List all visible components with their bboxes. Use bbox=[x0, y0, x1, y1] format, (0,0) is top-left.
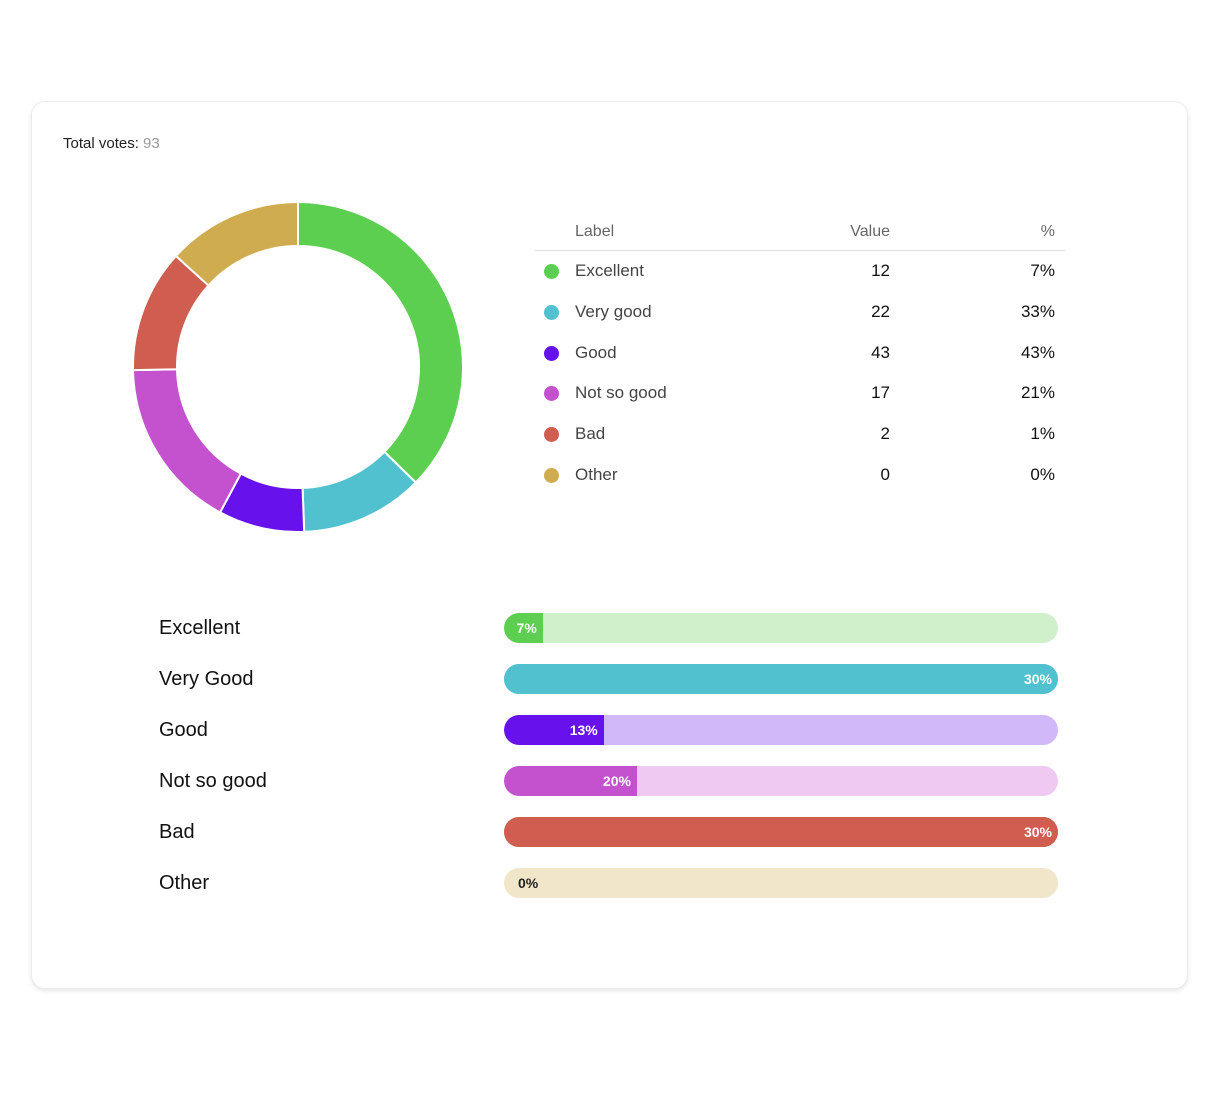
bar-fill: 13% bbox=[504, 715, 604, 745]
legend-row-very-good: Very good 22 33% bbox=[535, 292, 1065, 333]
bar-fill: 30% bbox=[504, 664, 1058, 694]
legend-row-other: Other 0 0% bbox=[535, 454, 1065, 495]
bar-row-excellent: Excellent 7% bbox=[32, 612, 1187, 644]
bar-row-very-good: Very Good 30% bbox=[32, 663, 1187, 695]
legend-label: Excellent bbox=[575, 261, 644, 281]
legend-value: 2 bbox=[880, 424, 890, 444]
legend-row-excellent: Excellent 12 7% bbox=[535, 251, 1065, 292]
donut-slice-not-so-good bbox=[132, 368, 243, 514]
legend-row-bad: Bad 2 1% bbox=[535, 414, 1065, 455]
legend-header-value: Value bbox=[770, 213, 890, 251]
bar-value-label: 0% bbox=[518, 875, 539, 891]
legend-header-label: Label bbox=[575, 213, 770, 251]
legend-dot bbox=[544, 345, 559, 361]
legend-dot bbox=[544, 264, 559, 280]
legend-label: Very good bbox=[575, 302, 652, 322]
total-votes: Total votes: 93 bbox=[63, 135, 160, 152]
bar-label: Other bbox=[159, 872, 210, 894]
legend-dot bbox=[544, 386, 559, 402]
bar-track: 7% bbox=[504, 613, 1058, 643]
poll-results-card: Total votes: 93 Label Value % Excellent 1… bbox=[31, 101, 1188, 989]
legend-percent: 0% bbox=[1030, 464, 1055, 484]
legend-dot bbox=[544, 427, 559, 443]
legend-value: 12 bbox=[871, 261, 890, 281]
legend-label: Not so good bbox=[575, 383, 667, 403]
bar-track: 20% bbox=[504, 766, 1058, 796]
bar-value-label: 30% bbox=[1023, 671, 1052, 687]
bar-track: 30% bbox=[504, 817, 1058, 847]
bar-value-label: 30% bbox=[1023, 824, 1052, 840]
donut-chart bbox=[132, 200, 464, 533]
legend-table: Label Value % Excellent 12 7% Very good 22 33… bbox=[535, 213, 1065, 495]
bar-row-bad: Bad 30% bbox=[32, 816, 1187, 848]
legend-label: Other bbox=[575, 464, 618, 484]
bar-row-good: Good 13% bbox=[32, 714, 1187, 746]
bar-track: 0% bbox=[504, 868, 1058, 898]
bar-label: Excellent bbox=[159, 617, 241, 639]
bar-value-label: 13% bbox=[569, 722, 598, 738]
legend-percent: 33% bbox=[1020, 302, 1055, 322]
legend-percent: 43% bbox=[1020, 342, 1055, 362]
total-votes-label: Total votes: bbox=[63, 135, 139, 152]
legend-value: 22 bbox=[871, 302, 890, 322]
bar-label: Very Good bbox=[159, 668, 254, 690]
bar-label: Not so good bbox=[159, 770, 267, 792]
legend-value: 43 bbox=[871, 342, 890, 362]
bar-fill: 20% bbox=[504, 766, 637, 796]
total-votes-value: 93 bbox=[143, 135, 160, 152]
bar-track: 13% bbox=[504, 715, 1058, 745]
legend-header-percent: % bbox=[890, 213, 1065, 251]
donut-slice-excellent bbox=[297, 200, 464, 484]
bar-fill: 30% bbox=[504, 817, 1058, 847]
bar-value-label: 20% bbox=[602, 773, 631, 789]
bar-label: Good bbox=[159, 719, 208, 741]
bar-row-other: Other 0% bbox=[32, 867, 1187, 899]
legend-label: Bad bbox=[575, 424, 606, 444]
legend-percent: 1% bbox=[1030, 424, 1055, 444]
bar-value-label: 7% bbox=[516, 620, 537, 636]
legend-label: Good bbox=[575, 342, 617, 362]
legend-percent: 21% bbox=[1020, 383, 1055, 403]
legend-row-good: Good 43 43% bbox=[535, 332, 1065, 373]
legend-dot bbox=[544, 305, 559, 321]
bar-row-not-so-good: Not so good 20% bbox=[32, 765, 1187, 797]
bar-track: 30% bbox=[504, 664, 1058, 694]
legend-dot bbox=[544, 467, 559, 483]
legend-percent: 7% bbox=[1030, 261, 1055, 281]
bar-fill: 7% bbox=[504, 613, 543, 643]
legend-value: 17 bbox=[871, 383, 890, 403]
donut-slice-other bbox=[174, 200, 299, 287]
legend-row-not-so-good: Not so good 17 21% bbox=[535, 373, 1065, 414]
bar-label: Bad bbox=[159, 821, 195, 843]
legend-value: 0 bbox=[880, 464, 890, 484]
